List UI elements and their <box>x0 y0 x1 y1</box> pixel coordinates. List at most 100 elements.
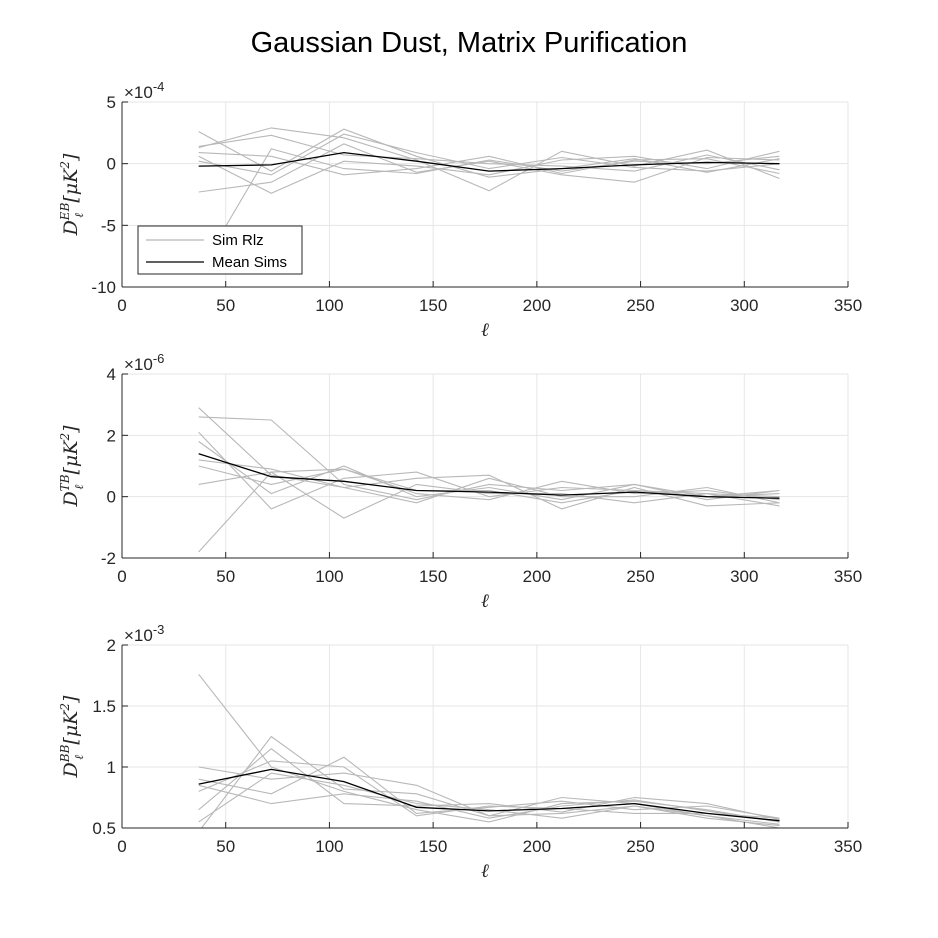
x-tick-label: 250 <box>626 837 654 856</box>
x-tick-label: 300 <box>730 837 758 856</box>
exponent-label: ×10-3 <box>124 622 164 645</box>
mean-sims-line <box>198 768 780 822</box>
sim-rlz-line-7 <box>198 784 780 823</box>
y-label-superscript: TB <box>58 474 72 491</box>
y-label-superscript: BB <box>58 744 72 763</box>
sim-rlz-line-8 <box>198 459 780 504</box>
x-tick-label: 100 <box>315 837 343 856</box>
y-label-unit-power: 2 <box>58 433 72 442</box>
y-label-unit: [μK <box>60 709 82 745</box>
panels: 0 50 100 150 200 250 300 350-10-505×10-4ℓDEBℓ[μ… <box>58 79 862 882</box>
exponent-power: -6 <box>153 351 165 366</box>
exponent-label: ×10-4 <box>124 79 164 102</box>
y-tick-label: 0.5 <box>92 819 116 838</box>
y-tick-label: -10 <box>91 278 116 297</box>
sim-rlz-line-5 <box>198 465 780 507</box>
exponent-power: -4 <box>153 79 165 94</box>
sim-rlz-line-5 <box>198 747 780 821</box>
x-tick-label: 300 <box>730 296 758 315</box>
series-group <box>198 407 780 553</box>
series-group <box>198 673 780 828</box>
x-tick-label: 350 <box>834 837 862 856</box>
sim-rlz-line-3 <box>198 143 780 193</box>
x-tick-label: 0 <box>117 296 126 315</box>
y-label-d: D <box>60 220 82 236</box>
exponent-base: ×10 <box>124 626 153 645</box>
chart-panel-2: 0 50 100 150 200 250 300 350-2024×10-6ℓDTBℓ[μK2… <box>58 351 862 612</box>
y-label-unit: [μK <box>60 439 82 475</box>
x-tick-label: 150 <box>419 837 447 856</box>
x-tick-label: 50 <box>216 296 235 315</box>
exponent-base: ×10 <box>124 355 153 374</box>
y-label-subscript: ℓ <box>72 485 86 490</box>
x-tick-label: 200 <box>523 296 551 315</box>
sim-rlz-line-6 <box>198 471 780 519</box>
x-tick-label: 300 <box>730 567 758 586</box>
exponent-power: -3 <box>153 622 165 637</box>
x-tick-label: 250 <box>626 296 654 315</box>
x-tick-label: 150 <box>419 296 447 315</box>
y-label-unit-close: ] <box>60 695 82 704</box>
mean-sims-line <box>198 151 780 172</box>
y-label-unit-power: 2 <box>58 703 72 712</box>
y-label-unit-close: ] <box>60 153 82 162</box>
legend-box <box>137 225 303 275</box>
sim-rlz-line-2 <box>198 127 780 192</box>
legend: Sim Rlz Mean Sims <box>137 225 303 275</box>
sim-rlz-line-5 <box>198 134 780 172</box>
x-tick-label: 200 <box>523 567 551 586</box>
x-tick-label: 350 <box>834 296 862 315</box>
y-tick-label: -2 <box>101 549 116 568</box>
figure-title: Gaussian Dust, Matrix Purification <box>251 27 688 59</box>
y-tick-label: 2 <box>107 426 116 445</box>
y-tick-label: 5 <box>107 93 116 112</box>
y-tick-label: 4 <box>107 365 116 384</box>
x-tick-label: 0 <box>117 837 126 856</box>
legend-rlz-label: Sim Rlz <box>212 232 264 249</box>
chart-panel-3: 0 50 100 150 200 250 300 3500.511.52×10-3ℓDBBℓ[… <box>58 622 862 882</box>
x-axis-label: ℓ <box>481 590 489 612</box>
y-label-unit: [μK <box>60 167 82 203</box>
y-tick-label: 2 <box>107 636 116 655</box>
y-label-unit-power: 2 <box>58 161 72 170</box>
exponent-base: ×10 <box>124 83 153 102</box>
y-tick-label: 1 <box>107 758 116 777</box>
series-group <box>198 127 780 273</box>
sim-rlz-line-8 <box>198 152 780 176</box>
sim-rlz-line-8 <box>198 772 780 825</box>
plot-area <box>122 645 848 828</box>
y-label-d: D <box>60 491 82 507</box>
y-label-superscript: EB <box>58 202 72 221</box>
y-tick-label: -5 <box>101 216 116 235</box>
x-tick-label: 50 <box>216 567 235 586</box>
x-tick-label: 50 <box>216 837 235 856</box>
sim-rlz-line-1 <box>198 128 780 178</box>
x-tick-label: 200 <box>523 837 551 856</box>
y-axis-label: DEBℓ [μK2] <box>58 153 86 236</box>
y-tick-label: 1.5 <box>92 697 116 716</box>
x-tick-label: 0 <box>117 567 126 586</box>
y-label-subscript: ℓ <box>72 213 86 218</box>
chart-panel-1: 0 50 100 150 200 250 300 350-10-505×10-4ℓDEBℓ[μ… <box>58 79 862 341</box>
y-tick-label: 0 <box>107 488 116 507</box>
sim-rlz-line-4 <box>198 150 780 194</box>
mean-sims-line <box>198 453 780 499</box>
legend-mean-label: Mean Sims <box>212 254 287 271</box>
x-tick-label: 150 <box>419 567 447 586</box>
sim-rlz-line-3 <box>198 468 780 553</box>
y-tick-label: 0 <box>107 155 116 174</box>
x-tick-label: 350 <box>834 567 862 586</box>
y-label-unit-close: ] <box>60 425 82 434</box>
y-axis-label: DBBℓ [μK2] <box>58 695 86 778</box>
x-axis-label: ℓ <box>481 319 489 341</box>
sim-rlz-line-6 <box>198 760 780 819</box>
x-axis-label: ℓ <box>481 860 489 882</box>
y-axis-label: DTBℓ [μK2] <box>58 425 86 508</box>
y-label-d: D <box>60 762 82 778</box>
x-tick-label: 250 <box>626 567 654 586</box>
x-tick-label: 100 <box>315 567 343 586</box>
exponent-label: ×10-6 <box>124 351 164 374</box>
y-label-subscript: ℓ <box>72 755 86 760</box>
x-tick-label: 100 <box>315 296 343 315</box>
